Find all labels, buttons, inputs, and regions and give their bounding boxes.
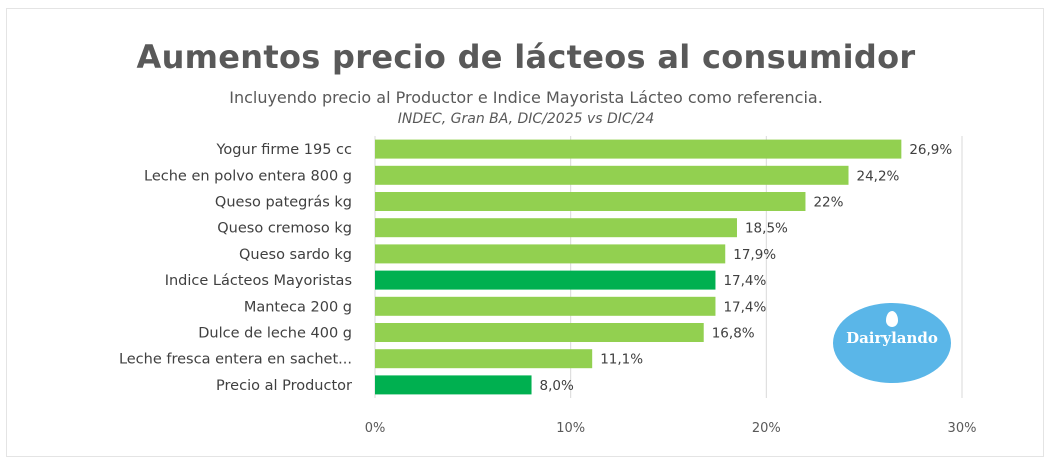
category-label: Dulce de leche 400 g [198, 326, 352, 342]
x-tick-label: 10% [556, 421, 585, 436]
category-label: Indice Lácteos Mayoristas [165, 273, 352, 289]
dairylando-logo: Dairylando [833, 303, 951, 383]
category-label: Precio al Productor [216, 378, 352, 394]
bar [375, 349, 593, 369]
data-label: 17,4% [723, 299, 766, 315]
data-label: 26,9% [909, 142, 952, 158]
category-label: Queso pategrás kg [215, 195, 352, 211]
x-tick-label: 30% [948, 421, 977, 436]
data-label: 16,8% [712, 326, 755, 342]
data-label: 11,1% [600, 352, 643, 368]
data-label: 17,4% [723, 273, 766, 289]
bar [375, 270, 716, 290]
data-label: 8,0% [540, 378, 574, 394]
data-label: 22% [813, 195, 843, 211]
data-label: 24,2% [857, 168, 900, 184]
category-label: Manteca 200 g [244, 299, 352, 315]
category-label: Yogur firme 195 cc [216, 142, 353, 158]
bar [375, 192, 806, 211]
x-tick-label: 0% [365, 421, 386, 436]
chart-frame [6, 8, 1044, 457]
x-tick-label: 20% [752, 421, 781, 436]
category-label: Queso cremoso kg [217, 221, 352, 237]
category-label: Leche en polvo entera 800 g [144, 168, 352, 184]
bar [375, 218, 737, 238]
bar [375, 296, 716, 316]
bar [375, 165, 849, 185]
data-label: 17,9% [733, 247, 776, 263]
logo-text: Dairylando [846, 329, 938, 347]
data-label: 18,5% [745, 221, 788, 237]
chart-subtitle: Incluyendo precio al Productor e Indice … [229, 88, 823, 107]
category-label: Queso sardo kg [239, 247, 352, 263]
chart-source-note: INDEC, Gran BA, DIC/2025 vs DIC/24 [397, 111, 655, 127]
chart-title: Aumentos precio de lácteos al consumidor [136, 38, 916, 76]
category-label: Leche fresca entera en sachet... [119, 352, 352, 368]
milk-drop-icon [886, 311, 898, 327]
bar [375, 375, 532, 395]
bar [375, 244, 726, 264]
bar [375, 323, 704, 342]
bar [375, 139, 902, 159]
